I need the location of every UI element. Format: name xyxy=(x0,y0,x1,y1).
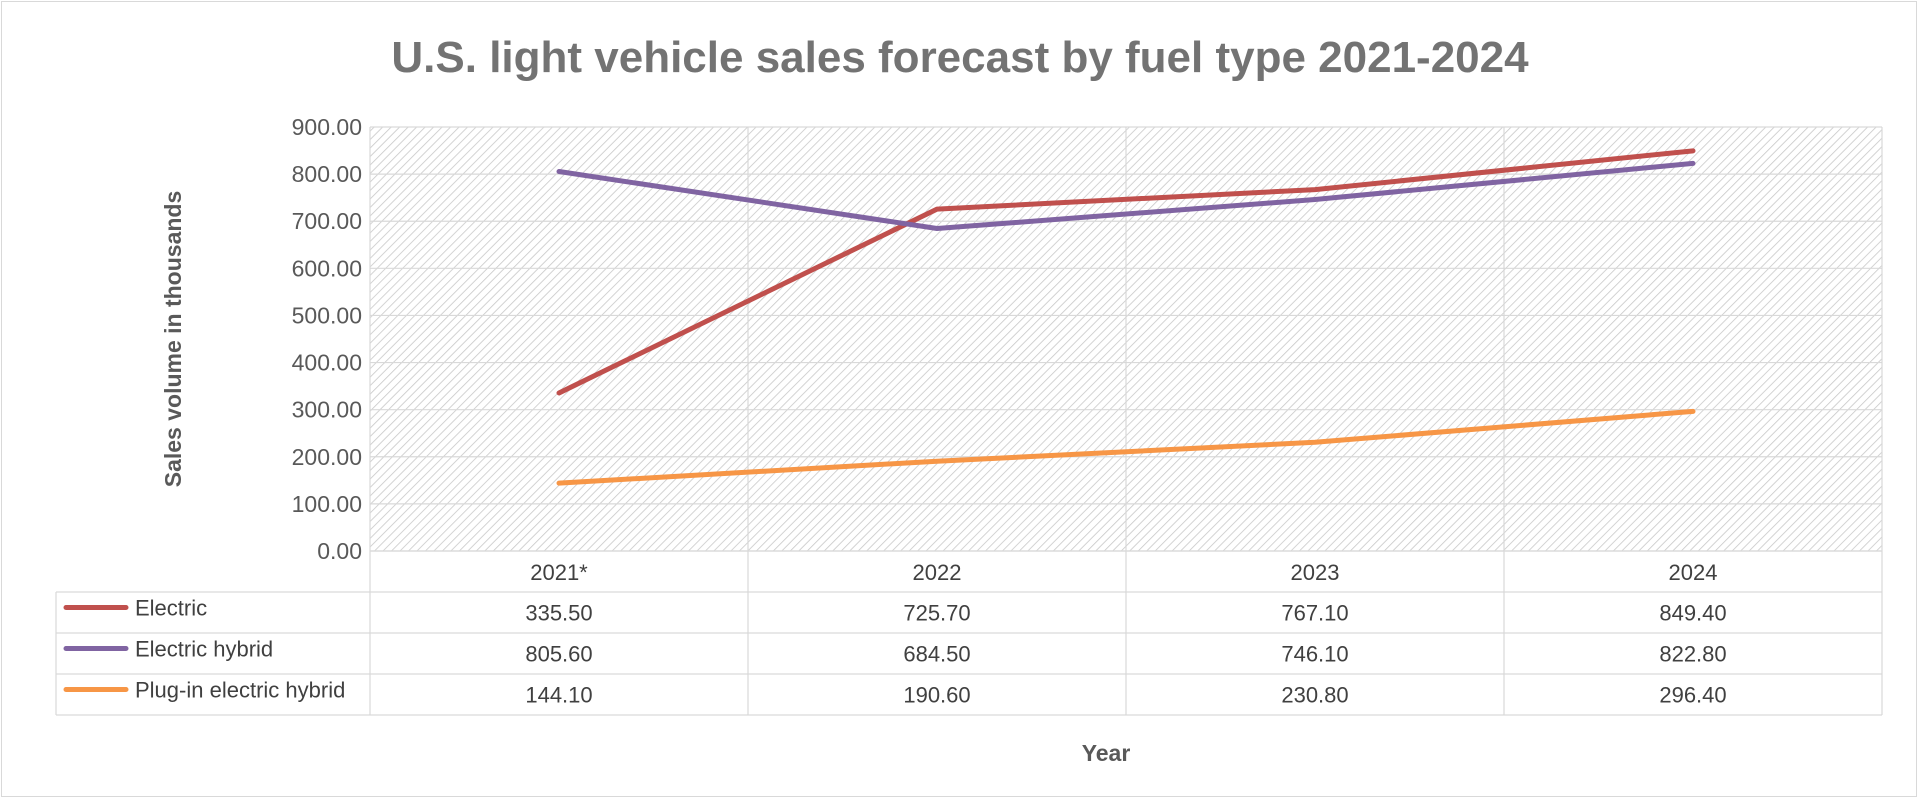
series-line xyxy=(556,148,1696,396)
x-tick-label: 2023 xyxy=(1291,560,1340,585)
data-label: 767.10 xyxy=(1281,601,1348,626)
legend-label: Electric hybrid xyxy=(135,637,273,662)
y-tick-label: 0.00 xyxy=(317,538,362,564)
y-tick-label: 500.00 xyxy=(292,302,362,328)
series-line xyxy=(556,408,1696,486)
y-axis-ticks: 0.00 100.00 200.00 300.00 400.00 500.00 600.00… xyxy=(292,114,362,564)
y-tick-label: 700.00 xyxy=(292,208,362,234)
data-label: 296.40 xyxy=(1659,683,1726,708)
data-label: 805.60 xyxy=(525,642,592,667)
data-label: 684.50 xyxy=(903,642,970,667)
data-table: 2021* 2022 2023 2024 Electric 335.50 725.70 767… xyxy=(55,550,1883,716)
y-tick-label: 900.00 xyxy=(292,114,362,140)
data-label: 230.80 xyxy=(1281,683,1348,708)
x-tick-label: 2022 xyxy=(913,560,962,585)
y-tick-label: 100.00 xyxy=(292,491,362,517)
y-tick-label: 300.00 xyxy=(292,397,362,423)
y-tick-label: 800.00 xyxy=(292,161,362,187)
x-tick-label: 2024 xyxy=(1669,560,1718,585)
y-axis-title: Sales volume in thousands xyxy=(160,191,186,488)
y-tick-label: 600.00 xyxy=(292,255,362,281)
y-tick-label: 200.00 xyxy=(292,444,362,470)
data-label: 849.40 xyxy=(1659,601,1726,626)
series-lines xyxy=(556,148,1696,486)
y-tick-label: 400.00 xyxy=(292,350,362,376)
x-tick-label: 2021* xyxy=(530,560,588,585)
data-label: 144.10 xyxy=(525,683,592,708)
series-line xyxy=(556,160,1696,232)
legend-label: Electric xyxy=(135,596,207,621)
legend-label: Plug-in electric hybrid xyxy=(135,678,345,703)
data-label: 822.80 xyxy=(1659,642,1726,667)
chart-title: U.S. light vehicle sales forecast by fue… xyxy=(391,33,1529,82)
data-label: 190.60 xyxy=(903,683,970,708)
x-axis-title: Year xyxy=(1082,740,1131,766)
data-label: 335.50 xyxy=(525,601,592,626)
data-label: 746.10 xyxy=(1281,642,1348,667)
data-label: 725.70 xyxy=(903,601,970,626)
